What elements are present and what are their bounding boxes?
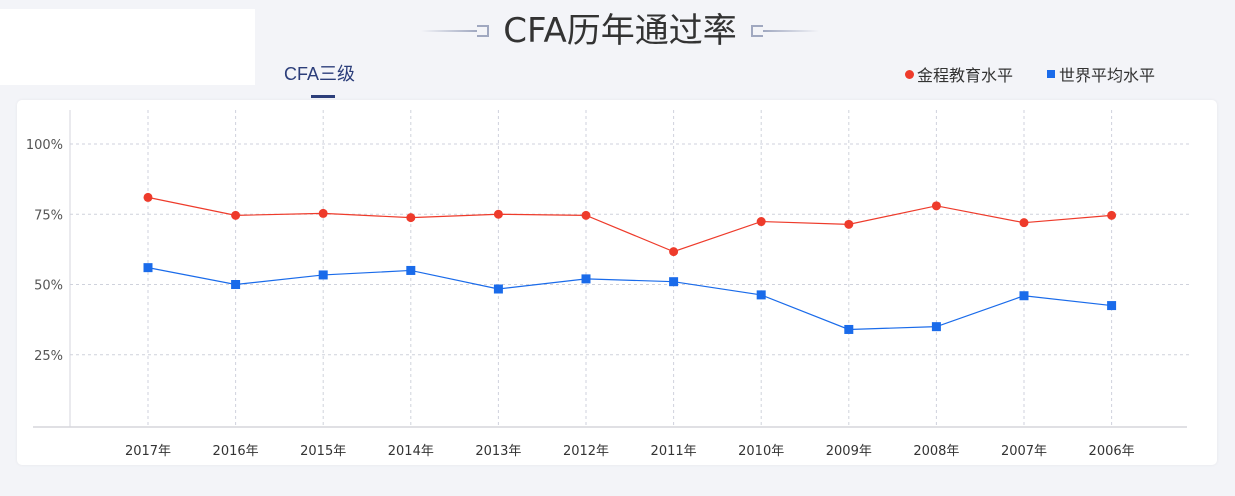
x-tick-label: 2016年 <box>213 444 259 459</box>
legend-item-jincheng[interactable]: 金程教育水平 <box>905 62 1013 86</box>
line-chart: 25% 50% 75% 100% 2017年 2016年 2015年 2014年 2013年 20… <box>26 110 1189 459</box>
y-tick-label: 25% <box>34 349 63 364</box>
data-point-circle-icon[interactable] <box>318 208 328 218</box>
data-point-square-icon[interactable] <box>231 280 241 289</box>
logo-placeholder <box>0 9 255 85</box>
data-point-circle-icon[interactable] <box>756 217 766 227</box>
data-point-square-icon[interactable] <box>143 263 153 273</box>
x-tick-label: 2010年 <box>738 444 784 459</box>
data-point-circle-icon[interactable] <box>406 213 416 223</box>
series-line <box>147 196 1112 253</box>
data-point-circle-icon[interactable] <box>669 247 679 257</box>
data-point-square-icon[interactable] <box>318 270 328 280</box>
x-tick-label: 2007年 <box>1001 444 1047 459</box>
series-world-average <box>143 263 1117 334</box>
data-point-square-icon[interactable] <box>581 274 591 284</box>
series-line <box>147 267 1112 331</box>
x-tick-label: 2013年 <box>475 444 521 459</box>
data-point-circle-icon[interactable] <box>1107 210 1117 220</box>
y-tick-label: 100% <box>26 138 63 153</box>
x-tick-label: 2009年 <box>826 444 872 459</box>
page-title: CFA历年通过率 <box>503 11 737 51</box>
x-tick-label: 2014年 <box>388 444 434 459</box>
tab-cfa-level-3[interactable]: CFA三级 <box>284 64 356 84</box>
data-point-circle-icon[interactable] <box>493 209 503 219</box>
title-decoration-right-icon <box>750 25 819 37</box>
data-point-square-icon[interactable] <box>406 265 416 275</box>
data-point-square-icon[interactable] <box>756 290 766 300</box>
x-tick-label: 2011年 <box>651 444 697 459</box>
title-decoration-left-icon <box>421 25 490 37</box>
data-point-square-icon[interactable] <box>493 284 503 294</box>
red-circle-icon <box>905 69 914 79</box>
blue-square-icon <box>1047 70 1056 78</box>
data-point-square-icon[interactable] <box>1019 291 1029 301</box>
legend-label: 金程教育水平 <box>917 68 1014 85</box>
data-point-circle-icon[interactable] <box>231 210 241 220</box>
data-point-square-icon[interactable] <box>1107 301 1117 311</box>
data-point-circle-icon[interactable] <box>1019 218 1029 228</box>
data-point-square-icon[interactable] <box>669 277 679 287</box>
data-point-circle-icon[interactable] <box>931 201 941 211</box>
y-tick-label: 75% <box>34 208 63 223</box>
y-tick-label: 50% <box>34 279 63 294</box>
chart-card: 25% 50% 75% 100% 2017年 2016年 2015年 2014年 2013年 20… <box>17 100 1217 465</box>
x-tick-label: 2015年 <box>300 444 346 459</box>
active-tab-indicator <box>311 95 335 98</box>
x-tick-label: 2006年 <box>1089 444 1135 459</box>
legend-label: 世界平均水平 <box>1059 68 1156 85</box>
legend-item-world-average[interactable]: 世界平均水平 <box>1047 62 1155 86</box>
data-point-circle-icon[interactable] <box>143 192 153 202</box>
data-point-square-icon[interactable] <box>844 324 854 334</box>
page-title-block: CFA历年通过率 <box>410 8 830 54</box>
data-point-circle-icon[interactable] <box>844 219 854 229</box>
series-jincheng <box>143 192 1117 257</box>
data-point-square-icon[interactable] <box>931 322 941 332</box>
x-tick-label: 2017年 <box>125 444 171 459</box>
x-tick-label: 2008年 <box>913 444 959 459</box>
chart-legend: 金程教育水平 世界平均水平 <box>905 62 1189 86</box>
x-tick-label: 2012年 <box>563 444 609 459</box>
data-point-circle-icon[interactable] <box>581 210 591 220</box>
